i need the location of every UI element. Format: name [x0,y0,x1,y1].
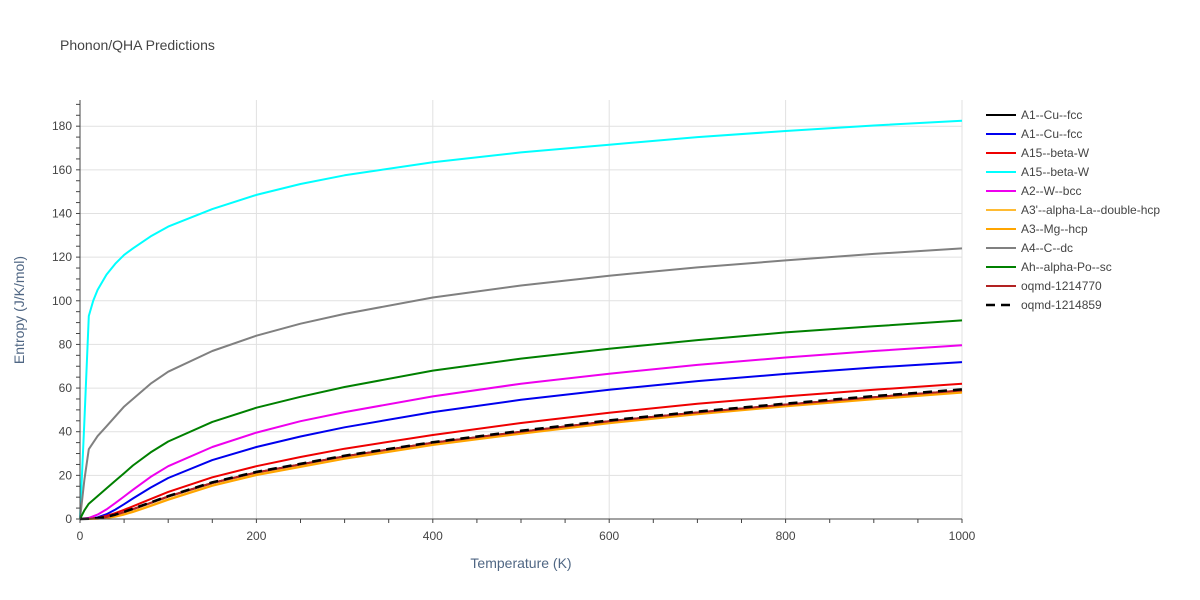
series-line [79,247,963,520]
series-line [79,382,963,520]
y-tick-label: 140 [52,206,72,220]
y-tick-label: 20 [59,468,73,482]
x-tick-label: 600 [599,529,619,543]
series-line [79,119,963,520]
series-line [79,388,963,521]
y-tick-label: 40 [59,425,73,439]
series-line [79,391,963,520]
y-tick-label: 120 [52,250,72,264]
y-axis-title: Entropy (J/K/mol) [11,256,27,364]
legend-label[interactable]: A3--Mg--hcp [1021,222,1088,236]
legend-label[interactable]: A4--C--dc [1021,241,1073,255]
legend-label[interactable]: A2--W--bcc [1021,184,1081,198]
legend-label[interactable]: A3'--alpha-La--double-hcp [1021,203,1160,217]
y-tick-label: 180 [52,119,72,133]
axis-layer: 0 200 400 600 800 1000 0 20 40 60 80 100 120 140 160 18… [52,100,976,543]
series-line [79,389,963,520]
series-line [79,319,963,520]
y-tick-label: 100 [52,294,72,308]
legend-label[interactable]: A15--beta-W [1021,165,1090,179]
x-tick-label: 200 [246,529,266,543]
chart-title: Phonon/QHA Predictions [60,37,215,53]
series-line [79,391,963,520]
minor-tick-layer [76,103,963,523]
legend-label[interactable]: A15--beta-W [1021,146,1090,160]
x-tick-label: 400 [423,529,443,543]
legend-label[interactable]: Ah--alpha-Po--sc [1021,260,1112,274]
y-tick-label: 60 [59,381,73,395]
x-tick-label: 1000 [949,529,976,543]
x-tick-label: 0 [77,529,84,543]
legend-label[interactable]: oqmd-1214859 [1021,298,1102,312]
y-tick-label: 0 [65,512,72,526]
legend[interactable]: A1--Cu--fcc A1--Cu--fcc A15--beta-W A15--be… [986,108,1160,312]
grid-layer [80,100,963,519]
y-tick-label: 160 [52,163,72,177]
y-tick-label: 80 [59,337,73,351]
series-layer [79,119,963,521]
x-tick-label: 800 [776,529,796,543]
series-line [79,361,963,520]
legend-label[interactable]: A1--Cu--fcc [1021,127,1082,141]
series-line [79,389,963,520]
series-line [79,344,963,520]
x-axis-title: Temperature (K) [470,555,571,571]
legend-label[interactable]: oqmd-1214770 [1021,279,1102,293]
legend-label[interactable]: A1--Cu--fcc [1021,108,1082,122]
